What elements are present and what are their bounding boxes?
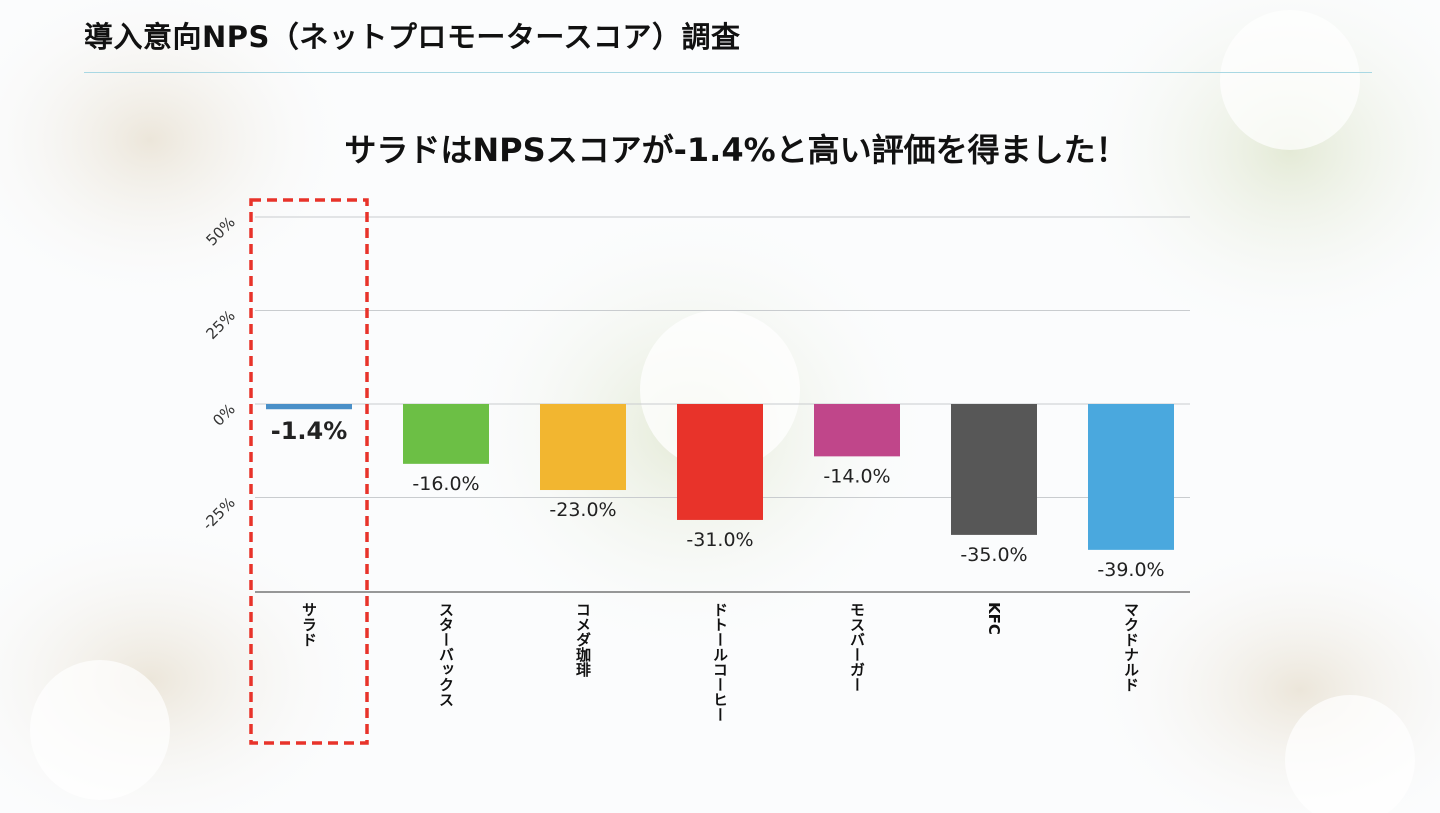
highlight-box [249, 198, 369, 745]
y-tick-label: -25% [199, 494, 239, 534]
y-tick-label: 0% [209, 400, 239, 430]
data-label: -35.0% [960, 544, 1027, 566]
data-label: -16.0% [412, 473, 479, 495]
category-label: マクドナルド [1122, 602, 1140, 692]
bar [677, 404, 763, 520]
bar [814, 404, 900, 457]
category-label: ドトールコーヒー [711, 602, 729, 722]
bar [403, 404, 489, 464]
bar [1088, 404, 1174, 550]
category-label: コメダ珈琲 [574, 602, 592, 678]
data-label: -31.0% [686, 529, 753, 551]
bar [951, 404, 1037, 535]
category-label: サラド [300, 602, 318, 647]
data-label: -14.0% [823, 465, 890, 487]
data-label: -1.4% [271, 417, 348, 445]
data-label: -23.0% [549, 499, 616, 521]
page-title: 導入意向NPS（ネットプロモータースコア）調査 [84, 20, 741, 54]
y-tick-label: 50% [203, 213, 239, 249]
y-tick-label: 25% [203, 307, 239, 343]
category-label: モスバーガー [848, 602, 866, 692]
category-label: KFC [985, 602, 1003, 635]
title-divider [84, 72, 1372, 73]
bar [540, 404, 626, 491]
data-label: -39.0% [1097, 559, 1164, 581]
bar [266, 404, 352, 410]
category-label: スターバックス [437, 602, 455, 707]
chart-headline: サラドはNPSスコアが-1.4%と高い評価を得ました！ [344, 131, 1128, 169]
